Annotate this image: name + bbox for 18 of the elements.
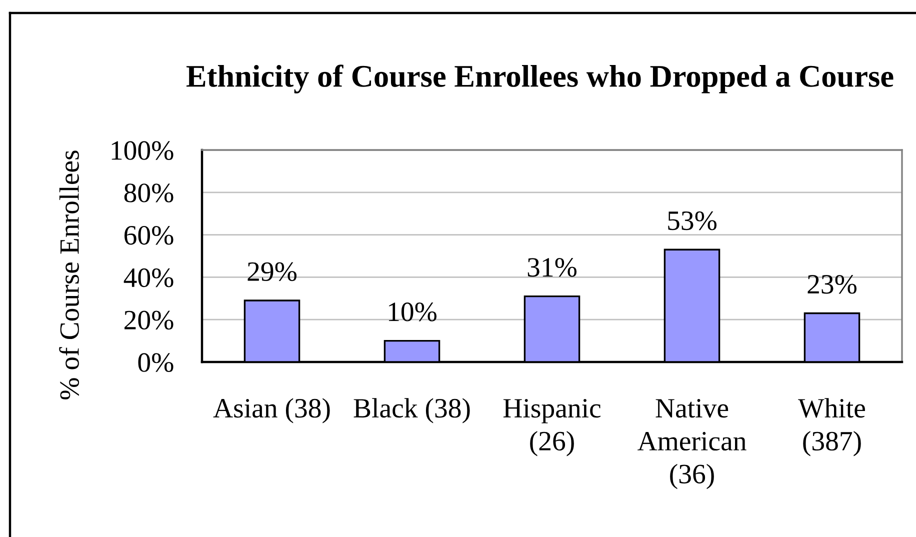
- y-tick-label: 20%: [124, 310, 174, 330]
- y-tick-label: 40%: [124, 268, 174, 288]
- chart-title: Ethnicity of Course Enrollees who Dropped a Course: [186, 64, 894, 94]
- y-tick-label: 0%: [138, 353, 174, 372]
- y-tick-label: 100%: [112, 141, 174, 160]
- y-axis-title: % of Course Enrollees: [59, 150, 80, 400]
- y-tick-label: 60%: [124, 226, 174, 245]
- x-tick-label: Asian (38): [213, 398, 330, 424]
- data-label: 53%: [668, 211, 717, 230]
- x-tick-label: White (387): [798, 398, 865, 456]
- x-tick-label: Black (38): [354, 398, 470, 424]
- y-tick-label: 80%: [124, 184, 174, 202]
- data-label: 31%: [528, 258, 577, 277]
- data-label: 10%: [388, 302, 437, 322]
- data-label: 29%: [248, 262, 297, 282]
- data-label: 23%: [808, 274, 857, 294]
- x-tick-label: Hispanic (26): [503, 398, 601, 456]
- x-tick-label: Native American (36): [638, 398, 746, 490]
